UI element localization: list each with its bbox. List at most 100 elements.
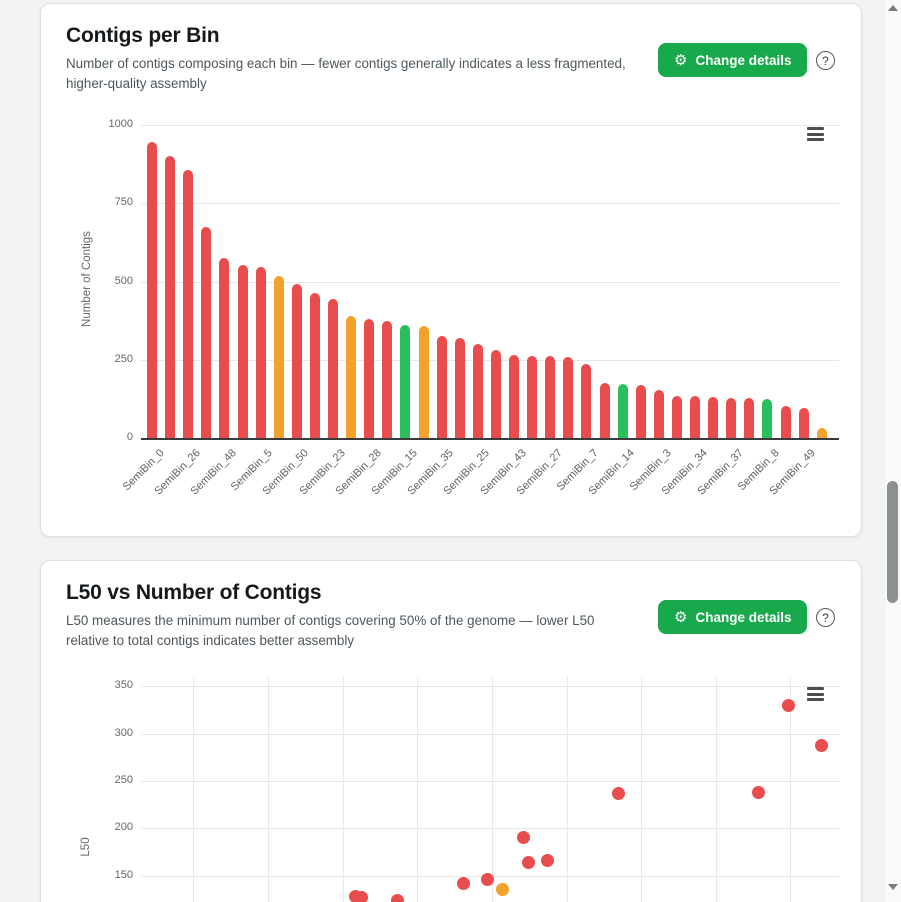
x-axis-line [141,438,839,440]
y-axis-title: L50 [80,837,92,857]
card-title: L50 vs Number of Contigs [66,581,322,604]
bar[interactable] [328,298,338,438]
scatter-point[interactable] [495,883,509,897]
bar[interactable] [291,283,302,438]
scatter-point[interactable] [480,872,494,886]
bar[interactable] [436,336,447,438]
help-button[interactable]: ? [816,608,835,627]
scatter-point[interactable] [815,738,829,752]
bar[interactable] [545,356,556,438]
y-tick-label: 1000 [108,118,133,130]
help-button[interactable]: ? [816,51,835,70]
scatter-point[interactable] [751,785,765,799]
scatter-point[interactable] [782,698,796,712]
grid-line [141,781,839,783]
bar[interactable] [617,384,628,438]
bar[interactable] [472,343,483,438]
grid-line [417,677,419,902]
scatter-point[interactable] [540,854,554,868]
bar[interactable] [527,355,538,438]
change-details-button[interactable]: ⚙ Change details [658,600,808,634]
scrollbar-thumb[interactable] [887,481,898,603]
bar[interactable] [581,364,592,438]
scrollbar[interactable] [885,0,901,902]
grid-line [491,677,493,902]
grid-line [267,677,269,902]
bar[interactable] [237,265,248,438]
bar[interactable] [165,156,176,438]
bar[interactable] [201,227,212,438]
bar[interactable] [690,396,700,438]
bar[interactable] [147,142,157,438]
grid-line [342,677,344,902]
bar[interactable] [708,397,719,438]
grid-line [790,677,792,902]
menu-icon [807,127,824,130]
bar-chart-region: Number of Contigs SemiBin_0 SemiBin_26 Sem… [66,113,839,515]
change-details-label: Change details [695,609,792,625]
bar[interactable] [183,169,194,438]
card-subtitle: L50 measures the minimum number of conti… [66,613,595,648]
bar[interactable] [309,293,320,438]
grid-line [141,359,839,361]
y-tick-label: 250 [114,774,133,787]
grid-line [641,677,643,902]
grid-line [141,828,839,830]
y-tick-label: 0 [126,431,133,443]
bar-plot: SemiBin_0 SemiBin_26 SemiBin_48 SemiBin_5 Se… [120,125,839,497]
bar[interactable] [635,385,646,438]
bar[interactable] [382,320,393,438]
bar[interactable] [490,350,501,438]
scatter-point[interactable] [355,890,369,902]
grid-line [193,677,195,902]
bar[interactable] [671,395,682,438]
bar[interactable] [364,319,375,438]
bar[interactable] [418,325,429,438]
bar[interactable] [726,397,737,438]
card-l50-vs-contigs: L50 vs Number of Contigs L50 measures th… [40,560,862,902]
scatter-point[interactable] [612,786,626,800]
bar[interactable] [346,315,357,438]
bar[interactable] [509,355,519,438]
bar[interactable] [653,390,664,438]
card-subtitle: Number of contigs composing each bin — f… [66,56,626,91]
y-tick-label: 750 [114,196,133,209]
bar[interactable] [454,338,465,438]
y-tick-label: 500 [114,274,133,287]
question-mark-icon: ? [822,53,829,68]
scatter-chart-region: L50 150 200 250 300 350 [66,673,839,902]
bar[interactable] [744,398,755,438]
bar[interactable] [273,275,284,438]
bar[interactable] [780,405,791,438]
grid-line [141,125,839,126]
y-tick-label: 350 [114,679,133,692]
change-details-label: Change details [695,52,792,68]
bar[interactable] [762,399,773,438]
scatter-point[interactable] [391,893,405,902]
bar[interactable] [563,356,574,438]
bar[interactable] [599,382,610,438]
grid-line [141,203,839,205]
grid-line [141,281,839,283]
grid-line [715,677,717,902]
scatter-point[interactable] [456,876,470,890]
scroll-down-button[interactable] [888,884,898,890]
y-tick-label: 250 [114,352,133,365]
bar[interactable] [816,428,827,438]
scroll-up-button[interactable] [888,5,898,11]
y-tick-label: 200 [114,821,133,834]
bar[interactable] [255,267,266,438]
gear-icon: ⚙ [674,607,688,626]
scatter-point[interactable] [516,831,530,845]
question-mark-icon: ? [822,610,829,625]
scatter-plot [141,677,839,902]
change-details-button[interactable]: ⚙ Change details [658,43,808,77]
bar[interactable] [798,407,809,438]
scatter-point[interactable] [521,855,535,869]
card-title: Contigs per Bin [66,24,220,47]
bar[interactable] [219,257,230,438]
bar[interactable] [400,324,411,438]
chart-menu-button[interactable] [807,127,824,141]
chart-menu-button[interactable] [807,687,824,701]
